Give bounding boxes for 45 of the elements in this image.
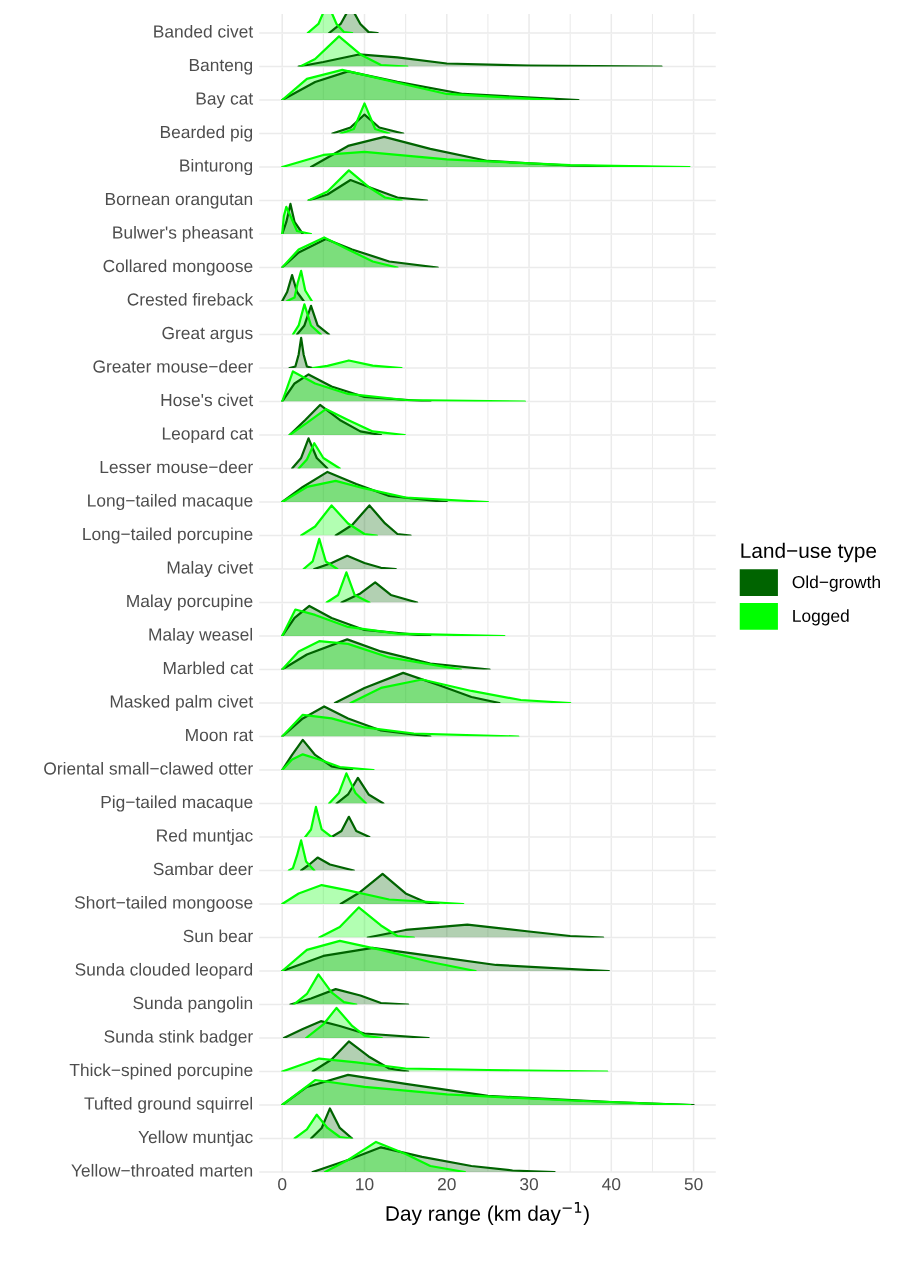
y-axis-title: Sunda stink badger xyxy=(104,1029,253,1047)
y-axis-title: Long−tailed porcupine xyxy=(83,527,253,544)
x-tick-label: 50 xyxy=(684,1178,703,1191)
y-axis-title: Thick−spined porcupine xyxy=(69,1063,253,1080)
x-tick-label: 30 xyxy=(520,1178,539,1191)
y-axis-title: Malay weasel xyxy=(149,627,253,645)
y-axis-title: Bearded pig xyxy=(160,125,253,142)
y-axis-title: Collared mongoose xyxy=(103,259,253,276)
y-axis-title: Sunda clouded leopard xyxy=(75,962,253,980)
legend-title: Land−use type xyxy=(741,542,877,563)
y-axis-title: Tufted ground squirrel xyxy=(84,1096,253,1114)
y-axis-title: Bulwer's pheasant xyxy=(113,225,254,243)
legend-label: Logged xyxy=(793,609,849,626)
y-axis-title: Crested fireback xyxy=(127,292,254,306)
y-axis-title: Malay porcupine xyxy=(127,594,253,611)
x-tick-label: 10 xyxy=(356,1178,374,1191)
y-axis-title: Short−tailed mongoose xyxy=(74,895,253,913)
y-axis-title: Banteng xyxy=(189,59,253,75)
y-axis-title: Oriental small−clawed otter xyxy=(44,761,253,775)
y-axis-title: Greater mouse−deer xyxy=(93,359,253,373)
y-axis-title: Sun bear xyxy=(183,929,253,943)
y-axis-title: Banded civet xyxy=(154,24,254,38)
legend-label: Old−growth xyxy=(792,575,880,592)
y-axis-title: Leopard cat xyxy=(162,426,254,444)
y-axis-title: Great argus xyxy=(162,326,253,343)
y-axis-title: Bay cat xyxy=(196,92,254,109)
x-tick-label: 20 xyxy=(437,1178,456,1191)
y-axis-title: Sambar deer xyxy=(153,862,253,876)
y-axis-title: Bornean orangutan xyxy=(105,193,253,209)
y-axis-title: Hose's civet xyxy=(161,393,254,407)
y-axis-title: Masked palm civet xyxy=(110,694,254,712)
y-axis-title: Long−tailed macaque xyxy=(88,493,253,511)
x-tick-label: 0 xyxy=(278,1178,287,1191)
y-axis-title: Moon rat xyxy=(186,729,254,742)
y-axis-title: Red muntjac xyxy=(157,828,253,846)
x-tick-label: 40 xyxy=(602,1178,621,1191)
y-axis-title: Yellow−throated marten xyxy=(71,1163,253,1177)
y-axis-title: Lesser mouse−deer xyxy=(100,460,253,474)
y-axis-title: Binturong xyxy=(180,158,253,176)
y-axis-title: Marbled cat xyxy=(163,661,254,675)
y-axis-title: Malay civet xyxy=(167,560,254,578)
y-axis-title: Pig−tailed macaque xyxy=(101,795,253,812)
y-axis-title: Sunda pangolin xyxy=(133,996,253,1013)
y-axis-title: Yellow muntjac xyxy=(138,1130,253,1147)
x-axis-title: Day range (km day$^{−1}$) xyxy=(386,1202,589,1225)
